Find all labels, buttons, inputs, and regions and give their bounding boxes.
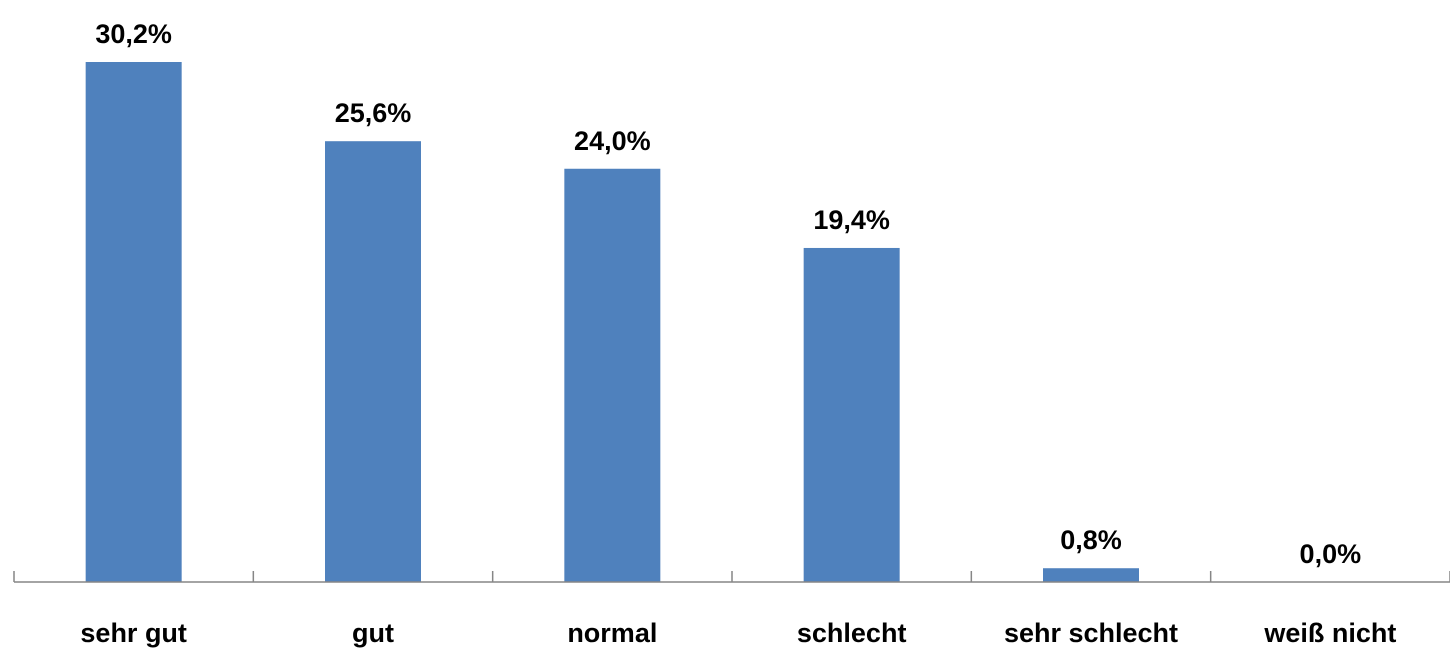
category-label-4: sehr schlecht [1004, 618, 1178, 648]
category-label-3: schlecht [797, 618, 907, 648]
value-label-0: 30,2% [95, 19, 172, 49]
x-axis [13, 571, 1450, 583]
category-label-0: sehr gut [80, 618, 187, 648]
bar-2 [564, 168, 661, 582]
category-label-1: gut [352, 618, 394, 648]
value-label-5: 0,0% [1300, 539, 1362, 569]
bar-0 [85, 62, 182, 582]
bars-layer [85, 62, 1139, 582]
bar-1 [325, 141, 421, 582]
value-label-2: 24,0% [574, 126, 651, 156]
value-label-1: 25,6% [335, 98, 412, 128]
category-labels-layer: sehr gut gut normal schlecht sehr schlecht we… [80, 618, 1396, 648]
bar-3 [803, 247, 900, 582]
value-labels-layer: 30,2% 25,6% 24,0% 19,4% 0,8% 0,0% [95, 19, 1361, 569]
value-label-4: 0,8% [1060, 525, 1122, 555]
category-label-5: weiß nicht [1263, 618, 1396, 648]
category-label-2: normal [567, 618, 657, 648]
value-label-3: 19,4% [813, 205, 890, 235]
bar-4 [1043, 568, 1139, 582]
